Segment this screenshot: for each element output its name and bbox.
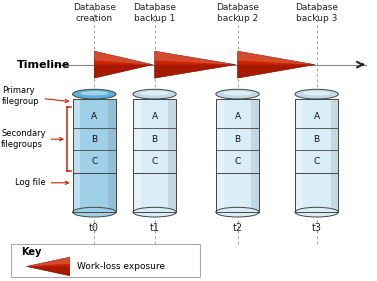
Polygon shape: [155, 65, 236, 78]
Ellipse shape: [80, 91, 108, 95]
Text: Secondary
filegroups: Secondary filegroups: [1, 130, 63, 149]
Text: Database
backup 2: Database backup 2: [216, 3, 259, 23]
Ellipse shape: [295, 207, 339, 217]
FancyBboxPatch shape: [11, 244, 200, 277]
Polygon shape: [26, 257, 70, 276]
Text: B: B: [91, 135, 97, 144]
Polygon shape: [155, 51, 236, 65]
Ellipse shape: [72, 207, 116, 217]
Text: B: B: [152, 135, 158, 144]
Polygon shape: [155, 51, 236, 78]
Ellipse shape: [224, 91, 251, 95]
Bar: [216, 99, 259, 212]
Polygon shape: [26, 266, 70, 276]
Bar: [72, 99, 80, 212]
Ellipse shape: [216, 207, 259, 217]
Polygon shape: [26, 257, 70, 266]
Ellipse shape: [72, 89, 116, 99]
Polygon shape: [94, 65, 153, 78]
Bar: [295, 99, 339, 212]
Polygon shape: [94, 51, 153, 78]
Text: C: C: [152, 157, 158, 166]
Polygon shape: [238, 51, 315, 78]
Ellipse shape: [295, 89, 339, 99]
Ellipse shape: [133, 89, 176, 99]
Bar: [133, 99, 141, 212]
Text: A: A: [91, 112, 97, 121]
Polygon shape: [238, 51, 315, 65]
Bar: [295, 99, 303, 212]
Text: A: A: [314, 112, 320, 121]
Text: C: C: [234, 157, 241, 166]
Ellipse shape: [216, 89, 259, 99]
Text: Database
backup 3: Database backup 3: [295, 3, 338, 23]
Text: Primary
filegroup: Primary filegroup: [2, 87, 69, 106]
Text: t3: t3: [312, 223, 322, 234]
Bar: [251, 99, 259, 212]
Text: Database
creation: Database creation: [73, 3, 116, 23]
Text: t2: t2: [233, 223, 242, 234]
Text: Work-loss exposure: Work-loss exposure: [77, 262, 165, 271]
Polygon shape: [94, 51, 153, 65]
Text: Timeline: Timeline: [17, 60, 70, 70]
Text: B: B: [234, 135, 241, 144]
Ellipse shape: [303, 91, 331, 95]
Bar: [108, 99, 116, 212]
Bar: [72, 99, 116, 212]
Text: Log file: Log file: [15, 178, 69, 187]
Bar: [331, 99, 338, 212]
Text: Database
backup 1: Database backup 1: [133, 3, 176, 23]
Bar: [216, 99, 259, 212]
Text: t0: t0: [89, 223, 99, 234]
Bar: [295, 99, 339, 212]
Bar: [169, 99, 176, 212]
Text: B: B: [314, 135, 320, 144]
Bar: [216, 99, 224, 212]
Ellipse shape: [133, 207, 176, 217]
Ellipse shape: [141, 91, 169, 95]
Bar: [133, 99, 176, 212]
Text: t1: t1: [150, 223, 159, 234]
Text: C: C: [314, 157, 320, 166]
Polygon shape: [238, 65, 315, 78]
Text: Key: Key: [21, 247, 41, 257]
Bar: [72, 99, 116, 212]
Text: A: A: [152, 112, 158, 121]
Bar: [133, 99, 176, 212]
Text: A: A: [234, 112, 241, 121]
Text: C: C: [91, 157, 97, 166]
